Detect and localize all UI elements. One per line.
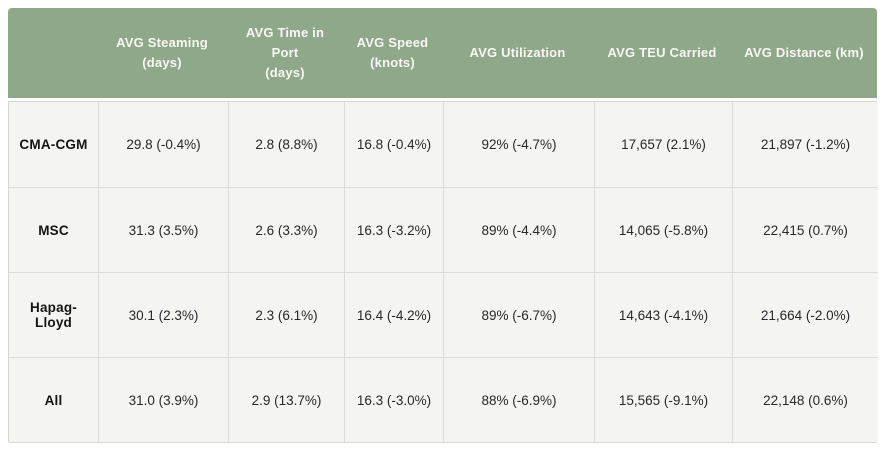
cell-avg-teu-carried: 14,065 (-5.8%) xyxy=(594,188,732,272)
cell-avg-steaming: 31.3 (3.5%) xyxy=(98,188,228,272)
row-label: All xyxy=(9,358,98,442)
cell-avg-teu-carried: 15,565 (-9.1%) xyxy=(594,358,732,442)
header-cell-avg-utilization: AVG Utilization xyxy=(442,43,593,63)
table-row-cma-cgm: CMA-CGM 29.8 (-0.4%) 2.8 (8.8%) 16.8 (-0… xyxy=(9,102,878,187)
header-label: AVG Utilization xyxy=(469,45,566,60)
carrier-stats-table: AVG Steaming (days) AVG Time in Port (da… xyxy=(8,8,878,443)
cell-avg-steaming: 31.0 (3.9%) xyxy=(98,358,228,442)
table-body: CMA-CGM 29.8 (-0.4%) 2.8 (8.8%) 16.8 (-0… xyxy=(8,101,878,443)
table-row-msc: MSC 31.3 (3.5%) 2.6 (3.3%) 16.3 (-3.2%) … xyxy=(9,187,878,272)
header-cell-avg-distance: AVG Distance (km) xyxy=(731,43,877,63)
cell-avg-time-in-port: 2.6 (3.3%) xyxy=(228,188,344,272)
row-label: Hapag-Lloyd xyxy=(9,273,98,357)
cell-avg-steaming: 29.8 (-0.4%) xyxy=(98,102,228,187)
table-row-hapag-lloyd: Hapag-Lloyd 30.1 (2.3%) 2.3 (6.1%) 16.4 … xyxy=(9,272,878,357)
cell-avg-distance: 21,897 (-1.2%) xyxy=(732,102,878,187)
header-label: AVG Steaming xyxy=(116,35,208,50)
header-cell-avg-time-in-port: AVG Time in Port (days) xyxy=(227,23,343,83)
header-label-unit: (days) xyxy=(142,55,182,70)
header-cell-avg-teu-carried: AVG TEU Carried xyxy=(593,43,731,63)
cell-avg-time-in-port: 2.3 (6.1%) xyxy=(228,273,344,357)
cell-avg-utilization: 88% (-6.9%) xyxy=(443,358,594,442)
header-label-unit: (knots) xyxy=(370,55,415,70)
cell-avg-teu-carried: 14,643 (-4.1%) xyxy=(594,273,732,357)
header-label: AVG Speed xyxy=(356,35,429,50)
header-label: AVG TEU Carried xyxy=(607,45,717,60)
cell-avg-time-in-port: 2.8 (8.8%) xyxy=(228,102,344,187)
cell-avg-time-in-port: 2.9 (13.7%) xyxy=(228,358,344,442)
cell-avg-speed: 16.8 (-0.4%) xyxy=(344,102,443,187)
cell-avg-speed: 16.3 (-3.0%) xyxy=(344,358,443,442)
cell-avg-utilization: 89% (-4.4%) xyxy=(443,188,594,272)
cell-avg-steaming: 30.1 (2.3%) xyxy=(98,273,228,357)
header-cell-avg-speed: AVG Speed (knots) xyxy=(343,33,442,73)
header-label: AVG Time in Port xyxy=(245,25,325,60)
row-label: CMA-CGM xyxy=(9,102,98,187)
cell-avg-utilization: 92% (-4.7%) xyxy=(443,102,594,187)
table-header-row: AVG Steaming (days) AVG Time in Port (da… xyxy=(8,8,877,98)
header-cell-avg-steaming: AVG Steaming (days) xyxy=(97,33,227,73)
row-label: MSC xyxy=(9,188,98,272)
header-label: AVG Distance (km) xyxy=(744,45,864,60)
cell-avg-teu-carried: 17,657 (2.1%) xyxy=(594,102,732,187)
cell-avg-distance: 22,415 (0.7%) xyxy=(732,188,878,272)
cell-avg-distance: 21,664 (-2.0%) xyxy=(732,273,878,357)
cell-avg-speed: 16.4 (-4.2%) xyxy=(344,273,443,357)
cell-avg-distance: 22,148 (0.6%) xyxy=(732,358,878,442)
cell-avg-speed: 16.3 (-3.2%) xyxy=(344,188,443,272)
header-label-unit: (days) xyxy=(265,65,305,80)
table-row-all: All 31.0 (3.9%) 2.9 (13.7%) 16.3 (-3.0%)… xyxy=(9,357,878,442)
cell-avg-utilization: 89% (-6.7%) xyxy=(443,273,594,357)
